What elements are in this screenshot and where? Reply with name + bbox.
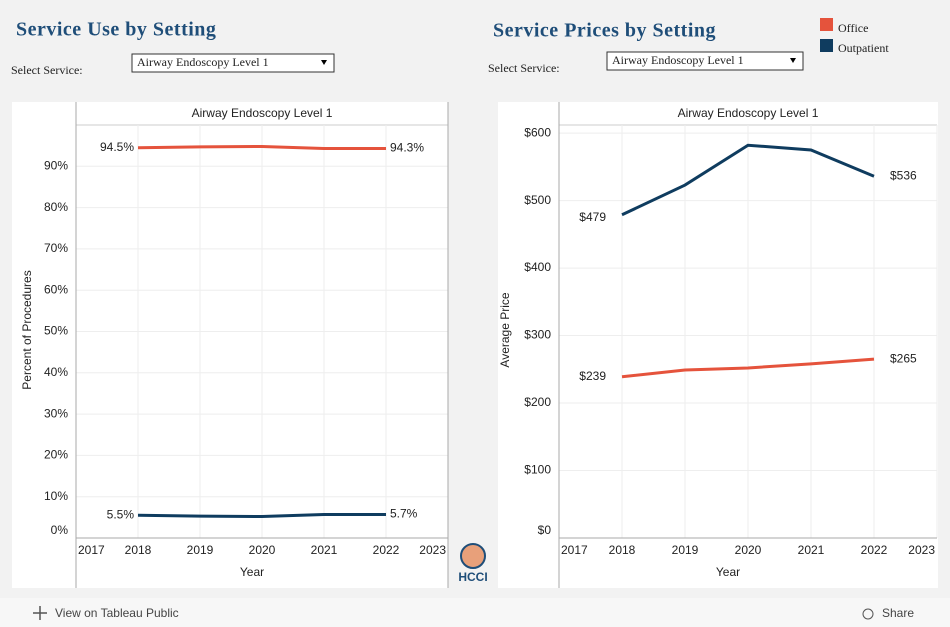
x-tick-label: 2021: [311, 543, 338, 557]
y-tick-label: 80%: [44, 200, 68, 214]
series-line: [137, 512, 386, 519]
y-tick-label: $500: [524, 193, 551, 207]
panel-header: Airway Endoscopy Level 1: [678, 106, 819, 120]
x-tick-label: 2023: [419, 543, 446, 557]
y-tick-label: $200: [524, 395, 551, 409]
filter-dropdown[interactable]: [606, 51, 804, 71]
y-tick-label: 40%: [44, 365, 68, 379]
dropdown-arrow: [321, 60, 327, 65]
series-line: [621, 143, 875, 217]
series-line: [137, 144, 386, 151]
filter-value[interactable]: Airway Endoscopy Level 1: [137, 55, 269, 69]
legend-label: Outpatient: [838, 41, 889, 55]
y-tick-label: $0: [538, 523, 552, 537]
y-tick-label: $100: [524, 463, 551, 477]
value-label: 94.3%: [390, 141, 424, 155]
filter-value[interactable]: Airway Endoscopy Level 1: [612, 53, 744, 67]
panel: [498, 102, 938, 588]
y-tick-label: 30%: [44, 406, 68, 420]
x-tick-label: 2017: [78, 543, 105, 557]
x-tick-label: 2023: [908, 543, 935, 557]
y-tick-label: 60%: [44, 282, 68, 296]
x-tick-label: 2020: [249, 543, 276, 557]
legend-swatch: [820, 39, 833, 52]
legend-label: Office: [838, 21, 868, 35]
tableau-icon: [33, 606, 47, 620]
x-tick-label: 2019: [187, 543, 214, 557]
filter-label: Select Service:: [488, 61, 560, 75]
panel-header: Airway Endoscopy Level 1: [192, 106, 333, 120]
filter-dropdown[interactable]: [131, 53, 335, 73]
value-label: 5.5%: [107, 507, 135, 521]
share-button[interactable]: Share: [882, 606, 914, 620]
series-line: [621, 357, 875, 379]
dropdown-arrow: [790, 58, 796, 63]
x-tick-label: 2022: [373, 543, 400, 557]
value-label: $265: [890, 351, 917, 365]
x-axis-title: Year: [716, 565, 740, 579]
value-label: 5.7%: [390, 507, 418, 521]
y-axis-title: Average Price: [498, 292, 512, 367]
x-tick-label: 2021: [798, 543, 825, 557]
left-title: Service Use by Setting: [16, 19, 216, 41]
value-label: $479: [579, 210, 606, 224]
x-tick-label: 2018: [609, 543, 636, 557]
x-axis-title: Year: [240, 565, 264, 579]
x-tick-label: 2020: [735, 543, 762, 557]
y-tick-label: $300: [524, 328, 551, 342]
y-axis-title: Percent of Procedures: [20, 270, 34, 389]
value-label: 94.5%: [100, 140, 134, 154]
y-tick-label: 50%: [44, 324, 68, 338]
toolbar: [0, 598, 950, 627]
x-tick-label: 2018: [125, 543, 152, 557]
view-link[interactable]: View on Tableau Public: [55, 606, 179, 620]
y-tick-label: 20%: [44, 448, 68, 462]
legend-swatch: [820, 18, 833, 31]
y-tick-label: $600: [524, 125, 551, 139]
value-label: $239: [579, 369, 606, 383]
y-tick-label: $400: [524, 260, 551, 274]
logo-icon: [460, 543, 486, 569]
value-label: $536: [890, 168, 917, 182]
panel: [12, 102, 448, 588]
logo-text: HCCI: [458, 570, 487, 584]
y-tick-label: 70%: [44, 241, 68, 255]
x-tick-label: 2017: [561, 543, 588, 557]
x-tick-label: 2022: [861, 543, 888, 557]
right-title: Service Prices by Setting: [493, 20, 716, 42]
share-icon: [862, 608, 874, 620]
y-tick-label: 0%: [51, 523, 69, 537]
y-tick-label: 90%: [44, 158, 68, 172]
x-tick-label: 2019: [672, 543, 699, 557]
filter-label: Select Service:: [11, 63, 83, 77]
y-tick-label: 10%: [44, 489, 68, 503]
